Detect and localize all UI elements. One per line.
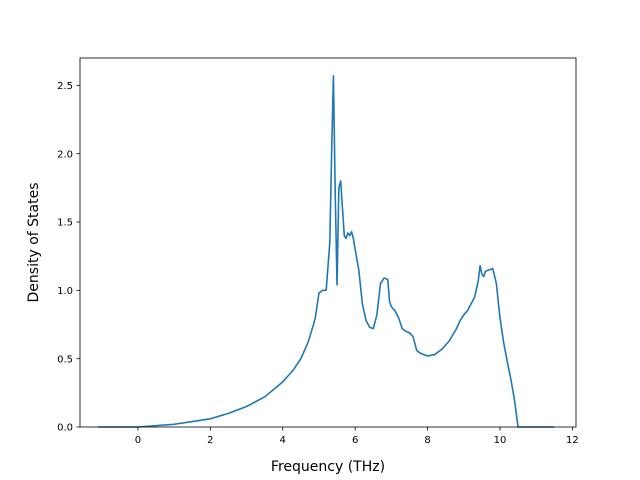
series-layer [98,74,555,428]
x-tick-label: 12 [566,435,579,446]
y-tick-label: 1.5 [57,218,73,229]
x-tick-label: 8 [424,435,430,446]
x-tick-label: 2 [207,435,213,446]
y-axis-title: Density of States [26,183,42,303]
y-tick-label: 2.5 [57,81,73,92]
x-tick-label: 0 [135,435,141,446]
x-axis-title: Frequency (THz) [271,459,385,475]
dos-series-line [98,74,555,428]
tick-group: 0 2 4 6 8 10 12 0.0 0.5 1.0 1.5 2.0 2.5 [57,81,579,446]
x-tick-label: 6 [352,435,358,446]
y-tick-label: 1.0 [57,286,73,297]
plot-area [80,58,576,427]
y-tick-label: 0.0 [57,423,73,434]
plot-frame [79,57,577,428]
x-tick-label: 4 [280,435,286,446]
y-tick-label: 0.5 [57,354,73,365]
x-tick-label: 10 [494,435,507,446]
y-tick-label: 2.0 [57,149,73,160]
